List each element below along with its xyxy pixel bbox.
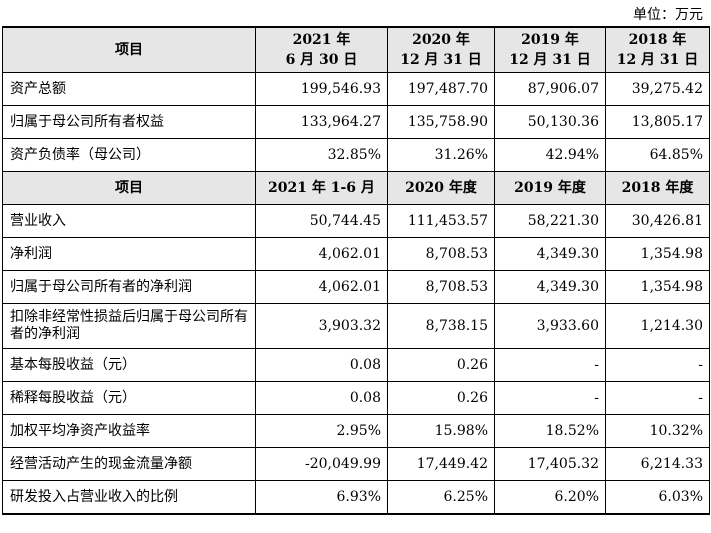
cell-value: 111,453.57	[387, 204, 495, 238]
table-row: 营业收入 50,744.45 111,453.57 58,221.30 30,426.8…	[2, 204, 710, 238]
row-label: 资产负债率（母公司）	[2, 138, 256, 172]
cell-value: 15.98%	[387, 414, 495, 448]
cell-value: 8,708.53	[387, 237, 495, 271]
cell-value: 31.26%	[387, 138, 495, 172]
cell-value: 135,758.90	[387, 105, 495, 139]
cell-value: 197,487.70	[387, 72, 495, 106]
table-row: 归属于母公司所有者的净利润 4,062.01 8,708.53 4,349.30 1,3…	[2, 270, 710, 304]
cell-value: 30,426.81	[605, 204, 710, 238]
cell-value: 4,062.01	[255, 270, 388, 304]
cell-value: 0.26	[387, 381, 495, 415]
table-row: 稀释每股收益（元） 0.08 0.26- -	[2, 381, 710, 415]
header-col: 2019 年度	[494, 171, 606, 205]
row-label: 归属于母公司所有者权益	[2, 105, 256, 139]
cell-value: -20,049.99	[255, 447, 388, 481]
cell-value: 2.95%	[255, 414, 388, 448]
row-label: 资产总额	[2, 72, 256, 106]
cell-value: 6.25%	[387, 480, 495, 515]
cell-value: -	[494, 348, 606, 382]
table-row: 经营活动产生的现金流量净额 -20,049.99 17,449.42 17,405.3…	[2, 447, 710, 481]
cell-value: 64.85%	[605, 138, 710, 172]
cell-value: 1,354.98	[605, 270, 710, 304]
table-row: 研发投入占营业收入的比例 6.93% 6.25% 6.20% 6.03%	[2, 480, 710, 515]
cell-value: 1,354.98	[605, 237, 710, 271]
header-col: 2020 年 12 月 31 日	[387, 26, 495, 73]
cell-value: 8,708.53	[387, 270, 495, 304]
header-col: 2020 年度	[387, 171, 495, 205]
table-row: 资产总额 199,546.93 197,487.70 87,906.07 39,275.…	[2, 72, 710, 106]
row-label: 营业收入	[2, 204, 256, 238]
header-row-income: 项目 2021 年 1-6 月 2020 年度 2019 年度 2018 年度	[2, 171, 710, 205]
unit-label: 单位：万元	[633, 7, 703, 23]
cell-value: -	[605, 381, 710, 415]
cell-value: 39,275.42	[605, 72, 710, 106]
row-label: 基本每股收益（元）	[2, 348, 256, 382]
cell-value: 3,903.32	[255, 303, 388, 349]
table-row: 净利润 4,062.01 8,708.53 4,349.30 1,354.98	[2, 237, 710, 271]
table-row: 加权平均净资产收益率 2.95% 15.98% 18.52% 10.32%	[2, 414, 710, 448]
cell-value: 6.93%	[255, 480, 388, 515]
cell-value: 6,214.33	[605, 447, 710, 481]
row-label: 净利润	[2, 237, 256, 271]
cell-value: 50,130.36	[494, 105, 606, 139]
row-label: 稀释每股收益（元）	[2, 381, 256, 415]
cell-value: 0.26	[387, 348, 495, 382]
cell-value: 3,933.60	[494, 303, 606, 349]
cell-value: 1,214.30	[605, 303, 710, 349]
cell-value: 0.08	[255, 348, 388, 382]
row-label: 扣除非经常性损益后归属于母公司所有者的净利润	[2, 303, 256, 349]
cell-value: 4,349.30	[494, 270, 606, 304]
header-col: 2019 年 12 月 31 日	[494, 26, 606, 73]
cell-value: 4,349.30	[494, 237, 606, 271]
header-item: 项目	[2, 171, 256, 205]
table-row: 归属于母公司所有者权益 133,964.27 135,758.90 50,130.36…	[2, 105, 710, 139]
cell-value: 199,546.93	[255, 72, 388, 106]
cell-value: 58,221.30	[494, 204, 606, 238]
row-label: 归属于母公司所有者的净利润	[2, 270, 256, 304]
row-label: 加权平均净资产收益率	[2, 414, 256, 448]
row-label: 研发投入占营业收入的比例	[2, 480, 256, 515]
cell-value: 17,449.42	[387, 447, 495, 481]
cell-value: 50,744.45	[255, 204, 388, 238]
cell-value: 17,405.32	[494, 447, 606, 481]
cell-value: 13,805.17	[605, 105, 710, 139]
cell-value: 10.32%	[605, 414, 710, 448]
cell-value: 6.20%	[494, 480, 606, 515]
cell-value: 0.08	[255, 381, 388, 415]
cell-value: 42.94%	[494, 138, 606, 172]
cell-value: 87,906.07	[494, 72, 606, 106]
row-label: 经营活动产生的现金流量净额	[2, 447, 256, 481]
table-row: 资产负债率（母公司） 32.85% 31.26% 42.94% 64.85%	[2, 138, 710, 172]
table-row: 基本每股收益（元） 0.08 0.26- -	[2, 348, 710, 382]
cell-value: 32.85%	[255, 138, 388, 172]
cell-value: 8,738.15	[387, 303, 495, 349]
cell-value: 133,964.27	[255, 105, 388, 139]
header-col: 2018 年 12 月 31 日	[605, 26, 710, 73]
cell-value: 18.52%	[494, 414, 606, 448]
cell-value: 6.03%	[605, 480, 710, 515]
cell-value: -	[494, 381, 606, 415]
header-col: 2021 年 1-6 月	[255, 171, 388, 205]
cell-value: 4,062.01	[255, 237, 388, 271]
header-col: 2018 年度	[605, 171, 710, 205]
cell-value: -	[605, 348, 710, 382]
table-row: 扣除非经常性损益后归属于母公司所有者的净利润 3,903.32 8,738.15 3,…	[2, 303, 710, 349]
header-item: 项目	[2, 26, 256, 73]
